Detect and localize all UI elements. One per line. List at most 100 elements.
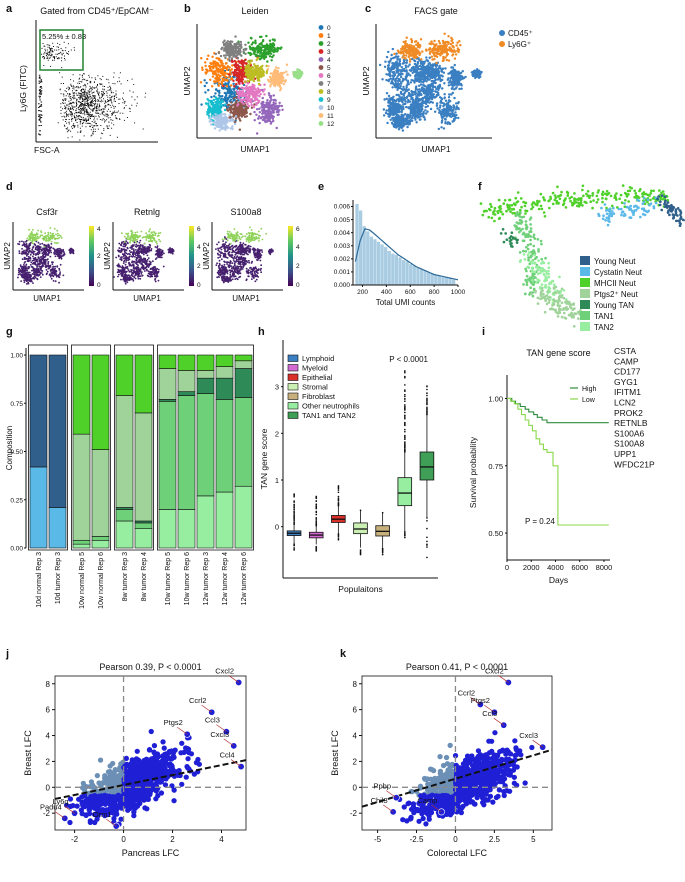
feature-high-expression-cells [26, 227, 63, 248]
histogram-bar [405, 261, 409, 285]
leiden-legend-marker [318, 33, 324, 38]
feature-csf3r-xlabel: UMAP1 [33, 294, 61, 303]
gene-label-leader [201, 704, 212, 713]
panel-h-legend-swatch [287, 402, 299, 410]
panel-j-frame [54, 675, 247, 831]
survival-legend-label: High [582, 386, 597, 393]
gate-rectangle [39, 29, 84, 71]
trajectory-legend-swatch [580, 278, 590, 287]
panel-d-feature-plots: Csf3r 4 2 0 UMAP1 UMAP2 Retnlg 6 4 2 0 U… [3, 207, 300, 303]
panel-b-xlabel: UMAP1 [240, 144, 270, 154]
panel-k-y-tick-label: 8 [353, 680, 358, 689]
highlighted-gene-label: Cxcl3 [210, 730, 229, 739]
leiden-cluster-2 [237, 34, 283, 63]
panel-k-y-tick-label: 2 [353, 757, 358, 766]
histogram-bar [430, 273, 434, 285]
panel-h-legend-swatch [287, 354, 299, 362]
panel-h-legend-swatch [287, 411, 299, 419]
histogram-bar [376, 241, 381, 285]
panel-e-x-tick-label: 600 [405, 289, 416, 296]
trajectory-cells [479, 184, 685, 328]
leiden-legend-label: 12 [327, 121, 335, 128]
highlighted-gene-label: Ppbp [373, 782, 391, 791]
tan-gene-list-item: CAMP [614, 356, 639, 366]
trajectory-legend: Young Neut Cystatin Neut MHCII Neut Ptgs2⁺ … [580, 256, 643, 332]
panel-j-x-tick-label: 2 [170, 835, 175, 844]
panel-letter-f: f [478, 181, 482, 193]
colorbar-s100a8-tick: 4 [296, 244, 300, 251]
leiden-cluster-8 [239, 57, 269, 86]
stacked-bar-segment [177, 509, 196, 549]
stacked-bar-segment [72, 354, 91, 435]
leiden-cluster-12 [292, 68, 304, 80]
colorbar-s100a8-tick: 6 [296, 226, 300, 233]
stacked-bar-segment [215, 366, 234, 379]
panel-c-xlabel: UMAP1 [421, 144, 451, 154]
panel-k-y-tick-label: 6 [353, 706, 358, 715]
stacked-bar-segment [72, 433, 91, 541]
panel-g-y-tick-label: 0.50 [10, 449, 23, 456]
legend-ly6g-marker [499, 41, 505, 47]
stacked-bar-segment [29, 354, 48, 468]
leiden-legend-label: 1 [327, 33, 331, 40]
panel-i-y-tick-label: 0.75 [488, 462, 503, 471]
histogram-bar [398, 257, 402, 285]
colorbar-retnlg-tick: 2 [197, 263, 201, 270]
trajectory-cell-group [499, 228, 519, 248]
histogram-bar [409, 264, 413, 285]
feature-retnlg-xlabel: UMAP1 [133, 294, 161, 303]
gene-label-leader [228, 675, 239, 683]
stacked-bar-segment [91, 536, 110, 541]
panel-j-ylabel: Breast LFC [23, 730, 33, 776]
trajectory-cell-group [656, 194, 685, 227]
tan-gene-list-item: S100A6 [614, 428, 645, 438]
tan-gene-list-item: RETNLB [614, 418, 648, 428]
survival-curve [507, 397, 609, 424]
panel-j-y-tick-label: 4 [46, 732, 51, 741]
colorbar-retnlg-tick: 4 [197, 244, 201, 251]
facs-cd45-cells [378, 47, 483, 132]
histogram-bar [355, 203, 359, 285]
leiden-cluster-7 [214, 35, 248, 62]
panel-h-boxplot: 0 1 2 3 TAN gene score Populaitons LymphoidMye… [259, 340, 438, 594]
gene-label-leader [223, 738, 234, 747]
stacked-bar-segment [115, 509, 134, 522]
stacked-bar-segment [158, 401, 177, 510]
panel-h-legend-label: Fibroblast [302, 392, 336, 401]
feature-title-retnlg: Retnlg [134, 207, 160, 217]
feature-plot-csf3r: Csf3r 4 2 0 UMAP1 UMAP2 [3, 207, 101, 303]
gene-label-leader [106, 818, 117, 827]
stacked-bar-segment [91, 539, 110, 549]
panel-h-legend-label: Lymphoid [302, 354, 334, 363]
panel-h-y-tick-label: 0 [275, 523, 279, 532]
panel-g-facet-frame [157, 344, 254, 551]
panel-i-xlabel: Days [549, 575, 568, 585]
stacked-bar-segment [196, 377, 215, 394]
kde-curve [354, 228, 459, 281]
tan-gene-list-item: CSTA [614, 346, 636, 356]
stacked-bar-segment [48, 507, 67, 549]
panel-h-legend-swatch [287, 364, 299, 372]
panel-i-survival: TAN gene score 0.50 0.75 1.00 0 2000 4000 6000 8… [468, 346, 655, 585]
stacked-bar-segment [158, 354, 177, 369]
stacked-bar-segment [115, 520, 134, 549]
panel-a-facs: Gated from CD45⁺/EpCAM⁻ 5.25% ± 0.83 FSC… [18, 6, 158, 155]
legend-ly6g-label: Ly6G⁺ [508, 40, 531, 49]
stacked-bar-segment [234, 397, 253, 487]
tan-gene-list-item: WFDC21P [614, 459, 655, 469]
leiden-legend-marker [318, 57, 324, 62]
leiden-legend-marker [318, 105, 324, 110]
tan-gene-list-item: UPP1 [614, 449, 636, 459]
highlighted-gene-label: Ly6g [53, 797, 69, 806]
trajectory-legend-label: Young TAN [594, 301, 634, 310]
feature-plot-retnlg: Retnlg 6 4 2 0 UMAP1 UMAP2 [103, 207, 201, 303]
gene-label-leader [470, 697, 481, 705]
trajectory-legend-label: MHCII Neut [594, 279, 637, 288]
feature-plot-s100a8: S100a8 6 4 2 0 UMAP1 UMAP2 [202, 207, 300, 303]
histogram-bar [387, 251, 391, 285]
gene-label-leader [216, 724, 227, 732]
trajectory-legend-swatch [580, 289, 590, 298]
